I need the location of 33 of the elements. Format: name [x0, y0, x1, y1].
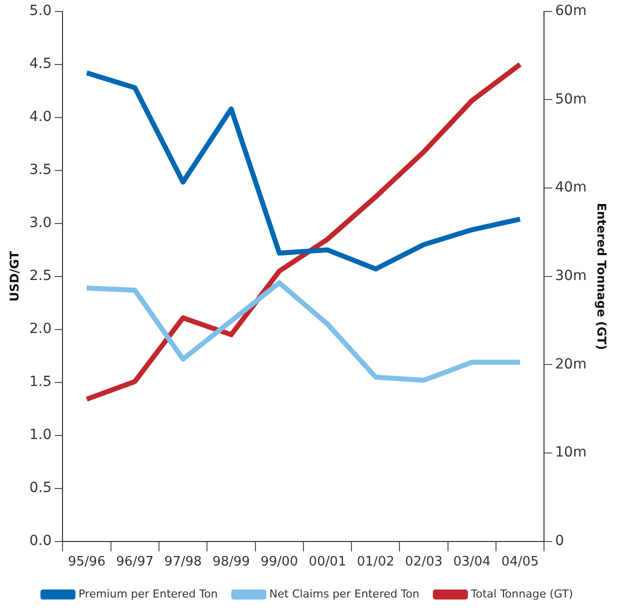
y-tick-label: 5.0 — [29, 3, 52, 20]
y-tick-label: 3.5 — [29, 162, 52, 178]
legend-label: Total Tonnage (GT) — [470, 587, 574, 600]
y2-tick-label: 40m — [555, 180, 587, 196]
y-tick-label: 4.5 — [29, 56, 52, 72]
y-tick-label: 2.5 — [29, 268, 52, 284]
y-tick-label: 1.0 — [29, 427, 52, 444]
x-tick-label: 00/01 — [308, 554, 346, 570]
x-tick-label: 01/02 — [356, 554, 394, 570]
y-tick-label: 3.0 — [29, 215, 52, 232]
legend-label: Premium per Entered Ton — [78, 587, 218, 600]
x-tick-label: 98/99 — [212, 554, 250, 570]
y-tick-label: 2.0 — [29, 321, 52, 338]
y2-axis-title: Entered Tonnage (GT) — [594, 202, 609, 350]
y-axis-title: USD/GT — [7, 250, 22, 302]
y2-tick-label: 20m — [555, 356, 587, 372]
y2-tick-label: 0 — [555, 533, 564, 550]
x-tick-label: 02/03 — [405, 554, 443, 570]
y2-tick-label: 10m — [555, 444, 587, 461]
x-tick-label: 95/96 — [68, 554, 106, 570]
x-tick-label: 99/00 — [260, 554, 298, 570]
y2-tick-label: 60m — [555, 3, 587, 20]
x-tick-label: 96/97 — [116, 554, 154, 570]
y2-tick-label: 50m — [555, 91, 587, 108]
y-tick-label: 4.0 — [29, 109, 52, 126]
y2-tick-label: 30m — [555, 268, 587, 284]
x-tick-label: 97/98 — [164, 554, 202, 570]
x-tick-label: 04/05 — [501, 554, 539, 570]
y-tick-label: 0.0 — [29, 533, 52, 550]
y-tick-label: 0.5 — [29, 480, 52, 496]
x-tick-label: 03/04 — [453, 554, 491, 570]
legend-label: Net Claims per Entered Ton — [269, 587, 420, 600]
y-tick-label: 1.5 — [29, 374, 52, 390]
